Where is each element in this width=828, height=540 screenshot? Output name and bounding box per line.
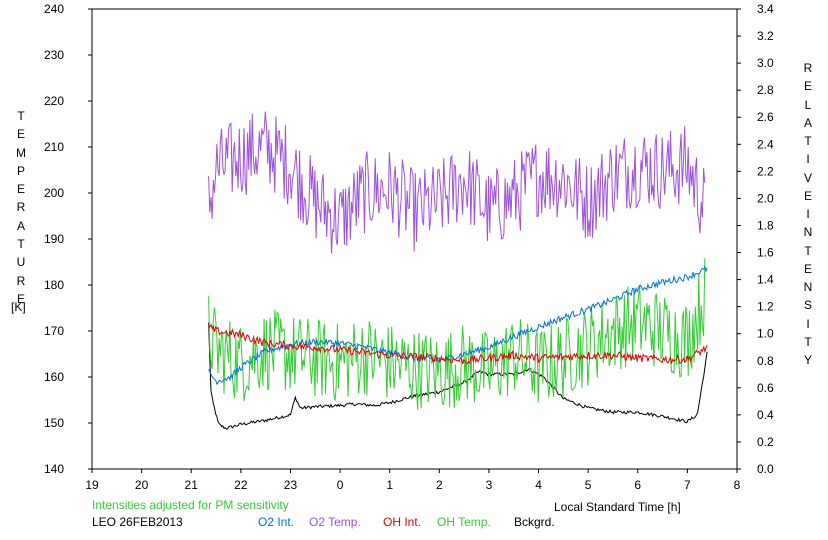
- right-tick-label: 1.0: [757, 327, 774, 341]
- x-axis-label: Local Standard Time [h]: [554, 500, 681, 514]
- right-tick-label: 3.0: [757, 56, 774, 70]
- axis-label-letter: N: [803, 280, 813, 295]
- axis-label-letter: E: [803, 79, 812, 94]
- axis-label-letter: T: [804, 335, 812, 350]
- right-tick-label: 3.2: [757, 29, 774, 43]
- axis-label-letter: T: [17, 109, 25, 123]
- legend-oh-temp: OH Temp.: [437, 515, 491, 529]
- axis-label-letter: N: [803, 225, 813, 240]
- axis-label-letter: V: [803, 170, 812, 185]
- x-tick-label: 21: [185, 478, 199, 492]
- legend-bckgrd: Bckgrd.: [514, 515, 555, 529]
- legend-o2-temp: O2 Temp.: [309, 515, 361, 529]
- right-tick-label: 1.2: [757, 300, 774, 314]
- right-tick-label: 0.6: [757, 381, 774, 395]
- right-tick-label: 0.8: [757, 354, 774, 368]
- x-tick-label: 2: [436, 478, 443, 492]
- sensitivity-note: Intensities adjusted for PM sensitivity: [92, 498, 289, 512]
- axis-label-letter: A: [803, 115, 812, 130]
- axis-label-letter: I: [806, 316, 810, 331]
- x-tick-label: 20: [135, 478, 149, 492]
- left-tick-label: 190: [44, 232, 64, 246]
- left-axis: 140 150 160 170 180 190 200 210 220 230 240: [44, 2, 92, 476]
- right-tick-label: 0.2: [757, 435, 774, 449]
- left-tick-label: 240: [44, 2, 64, 16]
- left-tick-label: 180: [44, 278, 64, 292]
- x-tick-label: 7: [684, 478, 691, 492]
- axis-label-letter: E: [16, 182, 25, 197]
- x-tick-label: 8: [734, 478, 741, 492]
- axis-label-letter: R: [803, 61, 813, 75]
- left-tick-label: 170: [44, 324, 64, 338]
- axis-label-letter: E: [803, 189, 812, 204]
- x-axis: 19 20 21 22 23 0 1 2 3 4 5 6 7 8: [85, 469, 741, 492]
- left-axis-unit: [K]: [11, 300, 26, 314]
- right-tick-label: 1.4: [757, 273, 774, 287]
- axis-label-letter: I: [806, 207, 810, 221]
- legend-oh-int: OH Int.: [383, 515, 422, 529]
- axis-label-letter: E: [16, 127, 25, 142]
- series-line-oh-temp: [208, 258, 706, 410]
- x-tick-label: 1: [386, 478, 393, 492]
- series-line-oh-int: [208, 323, 708, 365]
- axis-label-letter: I: [806, 152, 810, 167]
- right-tick-label: 2.8: [757, 83, 774, 97]
- axis-label-letter: R: [16, 273, 26, 288]
- x-tick-label: 3: [486, 478, 493, 492]
- axis-label-letter: A: [16, 218, 25, 233]
- axis-label-letter: E: [803, 261, 812, 276]
- axis-label-letter: Y: [803, 353, 812, 368]
- left-tick-label: 150: [44, 416, 64, 430]
- series-line-o2-temp: [208, 111, 706, 254]
- axis-label-letter: T: [804, 134, 812, 149]
- x-tick-label: 19: [85, 478, 99, 492]
- right-tick-label: 1.8: [757, 218, 774, 232]
- axis-label-letter: R: [16, 200, 26, 215]
- left-tick-label: 200: [44, 186, 64, 200]
- axis-label-letter: M: [16, 145, 26, 160]
- legend-o2-int: O2 Int.: [258, 515, 295, 529]
- right-tick-label: 3.4: [757, 2, 774, 16]
- series-layer: [208, 111, 708, 430]
- x-tick-label: 23: [284, 478, 298, 492]
- left-tick-label: 210: [44, 140, 64, 154]
- right-tick-label: 0.4: [757, 408, 774, 422]
- x-tick-label: 5: [585, 478, 592, 492]
- axis-label-letter: S: [803, 298, 812, 313]
- right-axis: 0.0 0.2 0.4 0.6 0.8 1.0 1.2 1.4 1.6 1.8 2.0 2.2 2.4 2…: [737, 2, 774, 476]
- x-tick-label: 0: [337, 478, 344, 492]
- left-tick-label: 140: [44, 462, 64, 476]
- axis-label-letter: T: [17, 237, 25, 252]
- x-tick-label: 6: [634, 478, 641, 492]
- axis-label-letter: E: [16, 291, 25, 306]
- right-tick-label: 2.6: [757, 110, 774, 124]
- axis-label-letter: P: [16, 163, 25, 178]
- axis-label-letter: T: [804, 243, 812, 258]
- right-tick-label: 2.0: [757, 191, 774, 205]
- x-tick-label: 4: [535, 478, 542, 492]
- left-tick-label: 160: [44, 370, 64, 384]
- left-tick-label: 220: [44, 94, 64, 108]
- x-tick-label: 22: [234, 478, 248, 492]
- axis-label-letter: U: [16, 255, 26, 270]
- station-label: LEO 26FEB2013: [92, 515, 183, 529]
- left-tick-label: 230: [44, 48, 64, 62]
- series-line-o2-int: [208, 265, 708, 386]
- right-tick-label: 1.6: [757, 246, 774, 260]
- axis-label-letter: L: [804, 97, 812, 112]
- right-tick-label: 2.4: [757, 137, 774, 151]
- right-tick-label: 0.0: [757, 462, 774, 476]
- right-tick-label: 2.2: [757, 164, 774, 178]
